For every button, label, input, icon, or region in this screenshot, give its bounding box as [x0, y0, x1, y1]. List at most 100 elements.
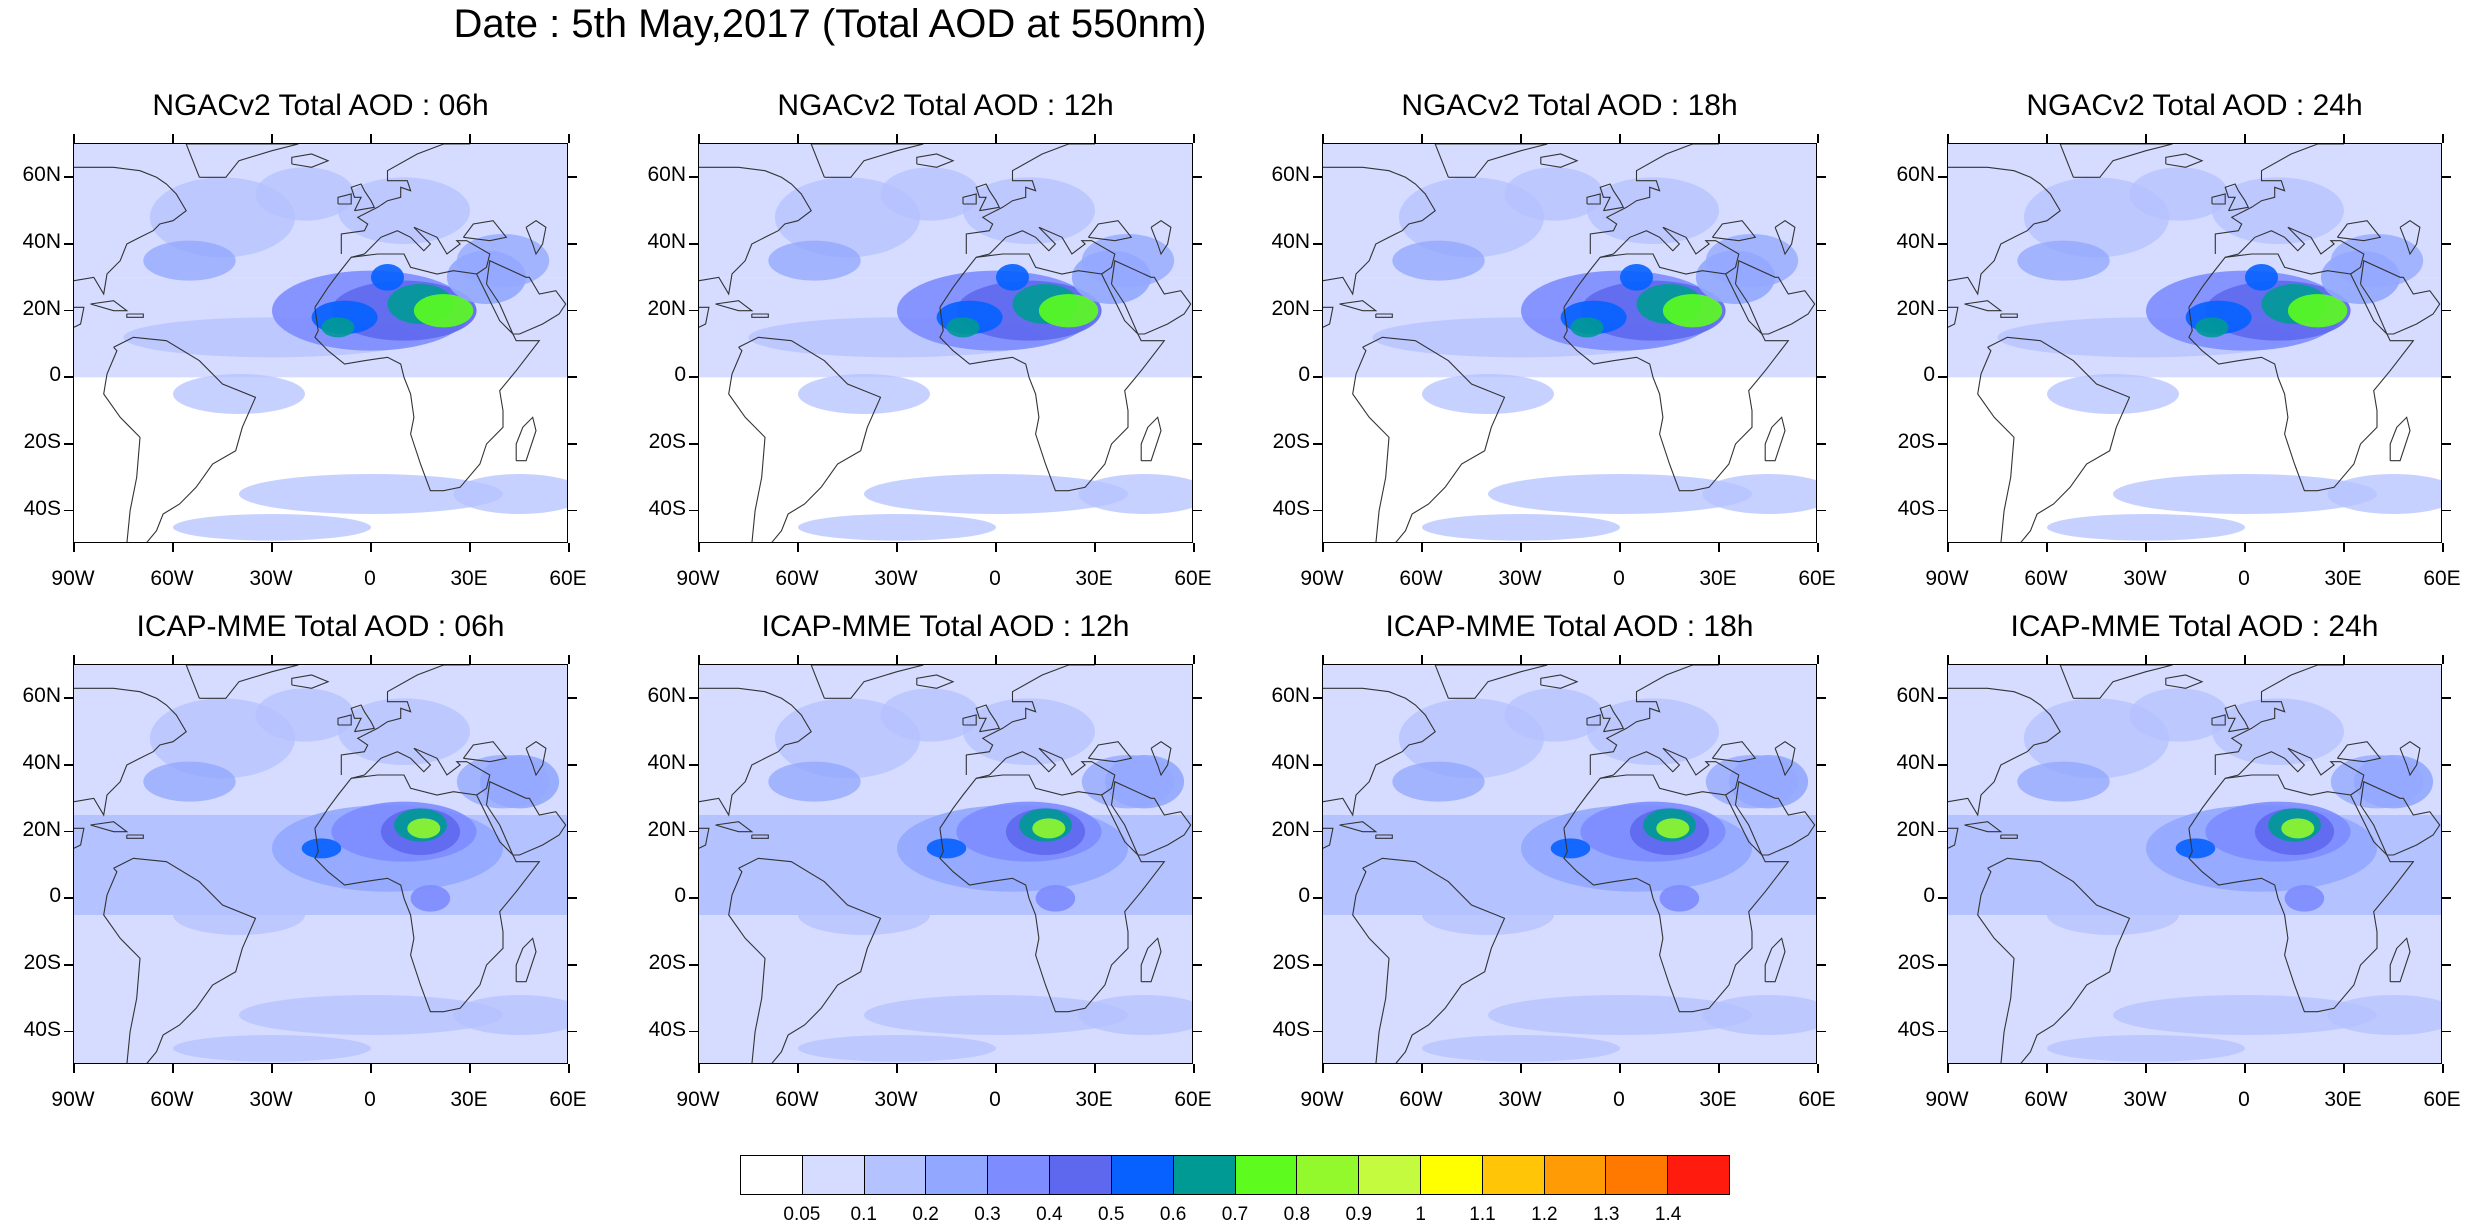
lat-tick-label: 20S: [648, 951, 686, 974]
coastline: [185, 665, 299, 699]
lat-tick-mark: [2442, 309, 2451, 312]
coastline: [1977, 336, 2131, 542]
coastline: [1764, 416, 1786, 462]
map-panel: NGACv2 Total AOD : 12h 60N 40N 20N 0 20S 40S 90…: [647, 89, 1211, 590]
coastline: [1764, 937, 1786, 983]
lon-tick-mark: [698, 134, 700, 143]
lat-tick-mark: [2442, 964, 2451, 966]
lat-tick-label: 20N: [22, 817, 61, 841]
lat-tick-mark: [1193, 243, 1202, 245]
coastline: [1774, 220, 1796, 256]
coastline: [1352, 336, 1506, 542]
lon-tick-mark: [73, 655, 75, 664]
map-frame: [1322, 143, 1817, 543]
aod-patch: [2113, 995, 2377, 1035]
lon-tick-mark: [73, 543, 75, 552]
coastline: [1434, 665, 1548, 699]
lon-tick-mark: [568, 134, 570, 143]
lon-tick-label: 60E: [1798, 567, 1836, 590]
aod-map: [699, 665, 1192, 1063]
lat-tick-mark: [568, 443, 577, 445]
lat-tick-label: 40S: [648, 1017, 686, 1041]
aod-patch: [1488, 995, 1752, 1035]
lat-tick-mark: [689, 964, 698, 966]
aod-patch: [768, 240, 861, 281]
coastline: [2224, 704, 2250, 733]
lon-tick-mark: [1817, 1064, 1819, 1073]
lon-tick-mark: [797, 1064, 799, 1073]
lat-tick-mark: [1938, 176, 1947, 178]
lon-tick-mark: [1520, 1064, 1522, 1073]
lat-tick-mark: [689, 309, 698, 312]
coastline: [1586, 714, 1601, 726]
lon-tick-mark: [1947, 1064, 1949, 1073]
lon-tick-mark: [172, 543, 174, 552]
dust-plume: [1656, 818, 1690, 839]
coastline: [962, 714, 977, 726]
lat-tick-mark: [2442, 443, 2451, 445]
coastline: [1600, 226, 1740, 275]
lon-tick-label: 60W: [1399, 1088, 1443, 1111]
lat-tick-mark: [64, 176, 73, 178]
lat-tick-mark: [64, 376, 73, 378]
colorbar-box: [1050, 1156, 1112, 1194]
dust-plume: [479, 755, 560, 809]
lat-tick-mark: [1938, 309, 1947, 312]
aod-patch: [173, 895, 305, 935]
lon-tick-mark: [568, 1064, 570, 1073]
lat-tick-mark: [689, 764, 698, 766]
aod-patch: [2047, 1035, 2245, 1062]
lon-tick-mark: [370, 655, 372, 664]
lon-tick-mark: [1094, 655, 1096, 664]
aod-patch: [2327, 474, 2441, 514]
lon-tick-mark: [1817, 543, 1819, 552]
coastline: [185, 144, 299, 178]
coastline: [976, 747, 1116, 796]
lat-tick-label: 0: [1298, 884, 1310, 908]
lat-tick-label: 20N: [1271, 817, 1310, 841]
aod-patch: [1422, 514, 1620, 541]
colorbar-label: 0.1: [850, 1204, 877, 1225]
lat-tick-mark: [1817, 697, 1826, 699]
lon-tick-label: 30W: [874, 567, 918, 590]
colorbar-box: [1606, 1156, 1669, 1194]
lat-tick-label: 0: [674, 363, 686, 387]
lat-tick-mark: [2442, 176, 2451, 178]
aod-patch: [2047, 374, 2179, 414]
map-panel: NGACv2 Total AOD : 18h 60N 40N 20N 0 20S 40S 90…: [1271, 89, 1835, 590]
aod-patch: [239, 995, 503, 1035]
lat-tick-mark: [1313, 1030, 1322, 1033]
lat-tick-mark: [2442, 376, 2451, 378]
lon-tick-label: 0: [364, 1088, 376, 1111]
map-panel: ICAP-MME Total AOD : 18h 60N 40N 20N 0 20S 40S…: [1271, 610, 1835, 1111]
lat-tick-mark: [64, 309, 73, 312]
lon-tick-mark: [2343, 655, 2345, 664]
lon-tick-mark: [1619, 543, 1621, 552]
colorbar-label: 0.05: [783, 1204, 821, 1225]
lat-tick-label: 40N: [647, 230, 686, 253]
lat-tick-mark: [568, 1030, 577, 1033]
lat-tick-label: 40N: [1896, 230, 1935, 253]
colorbar-label: 1.4: [1654, 1204, 1682, 1225]
lon-tick-mark: [1817, 134, 1819, 143]
dust-plume: [2281, 818, 2315, 839]
lat-tick-mark: [1313, 830, 1322, 833]
lat-tick-mark: [1313, 309, 1322, 312]
coastline: [1563, 253, 1790, 492]
lat-tick-mark: [1313, 509, 1322, 512]
coastline: [337, 193, 352, 205]
lon-tick-label: 0: [989, 567, 1001, 590]
colorbar-box: [1668, 1156, 1729, 1194]
lon-tick-mark: [1619, 655, 1621, 664]
aod-patch: [255, 688, 355, 742]
lon-tick-mark: [698, 543, 700, 552]
lon-tick-label: 60W: [1399, 567, 1443, 590]
coastline: [314, 774, 541, 1013]
aod-map: [74, 144, 567, 542]
lon-tick-mark: [568, 543, 570, 552]
lat-tick-label: 40S: [23, 1017, 61, 1041]
lon-tick-label: 30E: [2324, 1088, 2362, 1111]
aod-map: [1323, 144, 1816, 542]
dust-plume: [2353, 755, 2434, 809]
colorbar-label: 1.3: [1593, 1204, 1620, 1225]
